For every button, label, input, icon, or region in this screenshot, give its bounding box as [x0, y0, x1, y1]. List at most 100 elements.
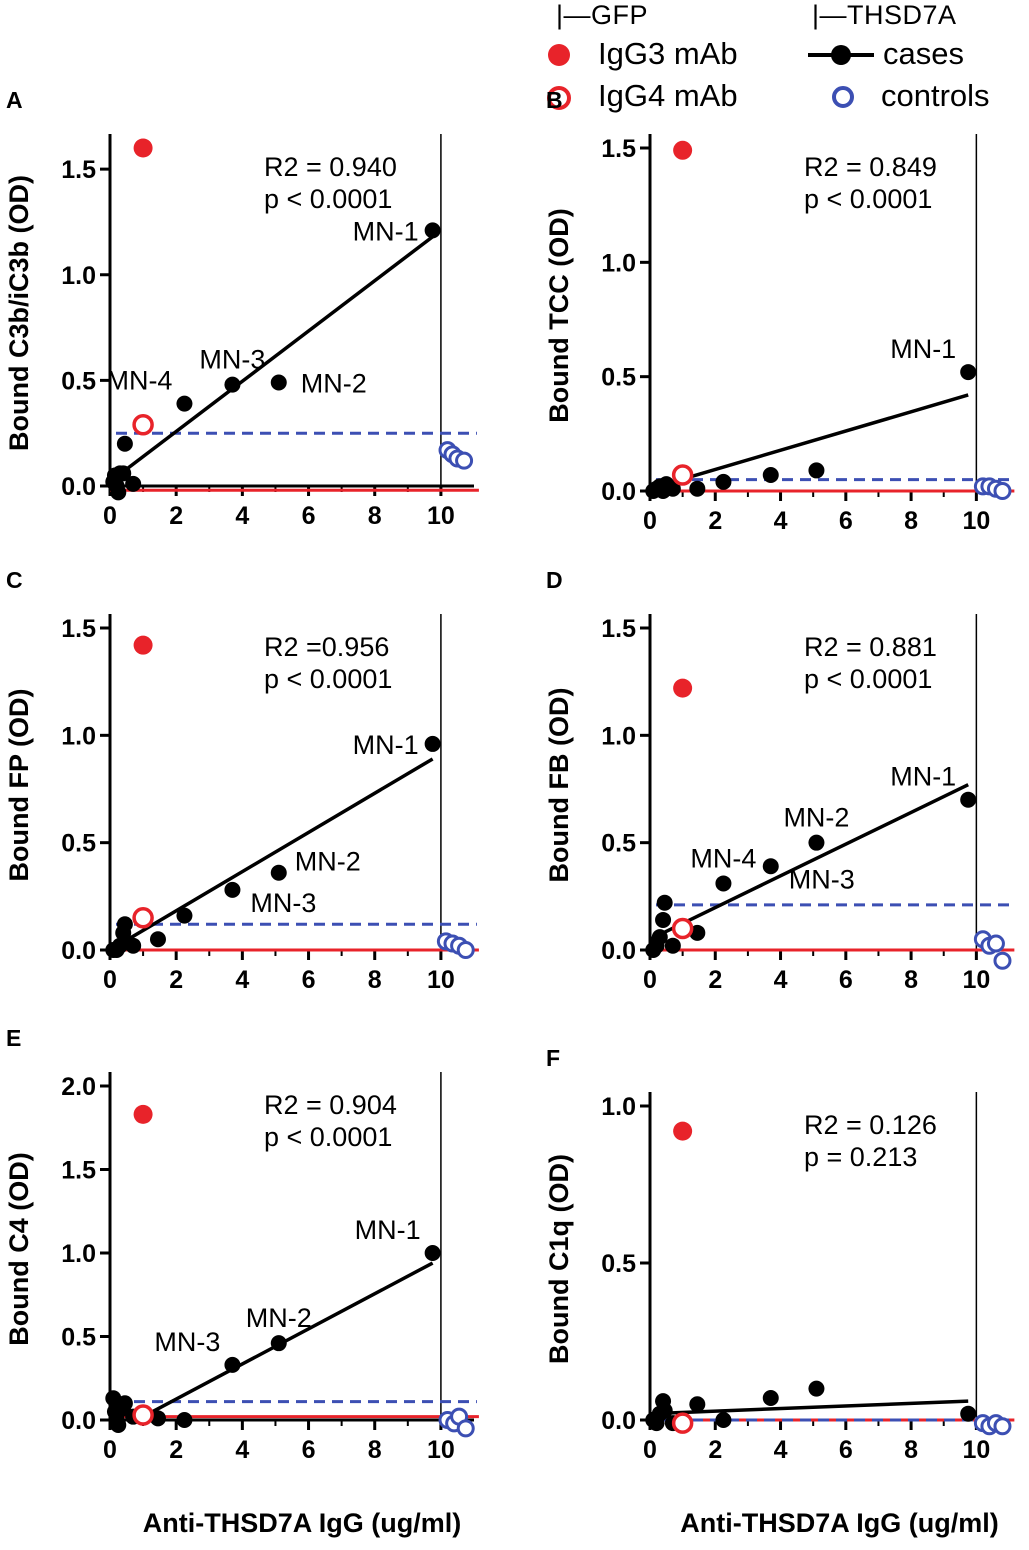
x-axis-label: Anti-THSD7A IgG (ug/ml) — [143, 1508, 461, 1538]
point-label: MN-1 — [353, 730, 419, 760]
y-tick-label: 0.5 — [601, 830, 636, 858]
case-point — [960, 364, 977, 381]
x-tick-label: 0 — [643, 1436, 657, 1464]
point-label: MN-2 — [783, 803, 849, 833]
chart-panel-a: A 0.0 0.5 1.0 1.5 0 2 4 6 8 10 Bound C3b/iC3b (OD) R… — [4, 87, 479, 530]
point-label: MN-2 — [295, 847, 361, 877]
x-tick-label: 8 — [904, 1436, 918, 1464]
case-point — [270, 864, 287, 881]
regression-line — [649, 783, 969, 941]
case-point — [116, 1395, 133, 1412]
stat-text: p < 0.0001 — [804, 184, 932, 214]
stat-text: R2 = 0.940 — [264, 152, 397, 182]
x-tick-label: 4 — [235, 502, 249, 530]
control-point — [993, 1417, 1012, 1436]
chart-panel-f: F 0.0 0.5 1.0 0 2 4 6 8 10 Bound C1q (OD) Anti-THSD… — [544, 1045, 1015, 1538]
stat-text: R2 = 0.849 — [804, 152, 937, 182]
case-point — [651, 929, 668, 946]
point-label: MN-2 — [301, 368, 367, 398]
case-point — [664, 480, 681, 497]
y-tick-label: 1.5 — [61, 615, 96, 643]
x-tick-label: 4 — [235, 966, 249, 994]
point-label: MN-1 — [353, 216, 419, 246]
case-point — [176, 395, 193, 412]
igg3-point — [673, 678, 693, 698]
igg4-point — [132, 907, 154, 929]
igg3-point — [133, 635, 153, 655]
case-point — [125, 937, 142, 954]
case-point — [960, 791, 977, 808]
x-tick-label: 4 — [774, 507, 788, 535]
point-label: MN-3 — [250, 888, 316, 918]
x-tick-label: 0 — [643, 507, 657, 535]
y-tick-label: 1.0 — [601, 1093, 636, 1121]
x-tick-label: 6 — [839, 1436, 853, 1464]
y-tick-label: 0.5 — [61, 830, 96, 858]
legend-igg4: IgG4 mAb — [598, 78, 738, 113]
y-axis-label: Bound FP (OD) — [4, 689, 34, 882]
x-tick-label: 10 — [962, 1436, 990, 1464]
y-tick-label: 0.0 — [61, 937, 96, 965]
chart-panel-b: B 0.0 0.5 1.0 1.5 0 2 4 6 8 10 Bound TCC (OD) R2 = 0… — [544, 87, 1015, 535]
case-point — [808, 834, 825, 851]
igg4-point — [132, 413, 154, 436]
case-point — [116, 435, 133, 452]
x-tick-label: 2 — [169, 502, 183, 530]
y-axis-label: Bound TCC (OD) — [544, 208, 574, 422]
case-point — [110, 1417, 127, 1434]
case-point — [224, 881, 241, 898]
control-point — [993, 482, 1012, 500]
chart-panel-d: D 0.0 0.5 1.0 1.5 0 2 4 6 8 10 Bound FB (OD) R2 = 0.… — [544, 567, 1015, 994]
point-label: MN-4 — [106, 366, 172, 396]
x-tick-label: 10 — [427, 502, 455, 530]
x-tick-label: 2 — [708, 507, 722, 535]
regression-line — [108, 235, 434, 484]
case-point — [656, 894, 673, 911]
case-point — [715, 473, 732, 490]
panel-letter: F — [546, 1045, 560, 1071]
case-point — [270, 1335, 287, 1352]
x-tick-label: 4 — [774, 966, 788, 994]
x-tick-label: 10 — [962, 507, 990, 535]
case-point — [808, 1380, 825, 1397]
legend-cases: cases — [883, 36, 964, 71]
case-point — [808, 462, 825, 479]
case-point — [960, 1405, 977, 1422]
igg3-marker-icon — [548, 44, 570, 66]
y-tick-label: 0.5 — [601, 364, 636, 392]
legend-group-gfp: |—GFP — [556, 0, 649, 30]
controls-marker-icon — [832, 86, 854, 108]
case-point — [762, 466, 779, 483]
x-tick-label: 2 — [708, 1436, 722, 1464]
panel-letter: A — [6, 87, 23, 113]
case-point — [424, 1245, 441, 1261]
point-label: MN-2 — [246, 1303, 312, 1333]
point-label: MN-3 — [789, 864, 855, 894]
x-tick-label: 4 — [235, 1436, 249, 1464]
case-point — [149, 931, 166, 948]
y-tick-label: 1.0 — [61, 1240, 96, 1268]
igg4-point — [671, 464, 694, 486]
case-point — [656, 1402, 673, 1419]
panel-letter: B — [546, 87, 563, 113]
igg3-point — [673, 1121, 693, 1141]
case-point — [655, 911, 672, 928]
case-point — [664, 937, 681, 954]
y-tick-label: 0.5 — [601, 1250, 636, 1278]
chart-panel-c: C 0.0 0.5 1.0 1.5 0 2 4 6 8 10 Bound FP (OD) R2 =0.9… — [4, 567, 479, 994]
y-tick-label: 1.5 — [601, 135, 636, 163]
regression-line — [109, 757, 434, 952]
case-point — [715, 875, 732, 892]
point-label: MN-1 — [355, 1215, 421, 1245]
panel-letter: C — [6, 567, 23, 593]
case-point — [176, 907, 193, 924]
y-tick-label: 1.0 — [601, 722, 636, 750]
case-point — [424, 222, 441, 239]
point-label: MN-1 — [890, 762, 956, 792]
x-axis-label: Anti-THSD7A IgG (ug/ml) — [680, 1508, 998, 1538]
y-tick-label: 0.0 — [61, 473, 96, 501]
igg3-point — [133, 138, 153, 158]
y-tick-label: 0.0 — [61, 1407, 96, 1435]
case-point — [115, 465, 132, 482]
